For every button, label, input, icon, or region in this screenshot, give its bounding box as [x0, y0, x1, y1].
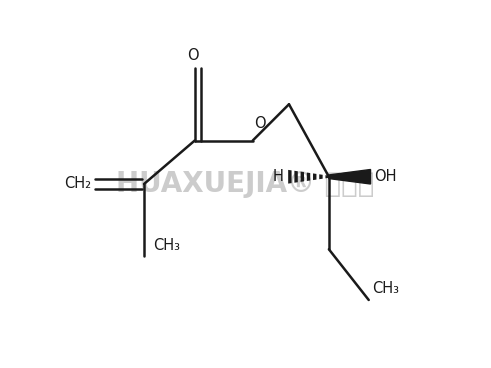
- Polygon shape: [319, 174, 323, 179]
- Polygon shape: [326, 175, 329, 178]
- Text: CH₃: CH₃: [153, 238, 180, 253]
- Polygon shape: [288, 170, 292, 184]
- Text: OH: OH: [374, 169, 397, 184]
- Text: O: O: [254, 116, 266, 131]
- Polygon shape: [300, 171, 304, 182]
- Polygon shape: [295, 171, 298, 183]
- Polygon shape: [307, 173, 310, 181]
- Text: H: H: [273, 169, 284, 184]
- Polygon shape: [313, 173, 316, 180]
- Text: O: O: [187, 47, 199, 63]
- Text: CH₃: CH₃: [372, 282, 399, 296]
- Text: CH₂: CH₂: [64, 177, 91, 191]
- Polygon shape: [329, 170, 371, 184]
- Text: HUAXUEJIA® 化学加: HUAXUEJIA® 化学加: [116, 170, 375, 198]
